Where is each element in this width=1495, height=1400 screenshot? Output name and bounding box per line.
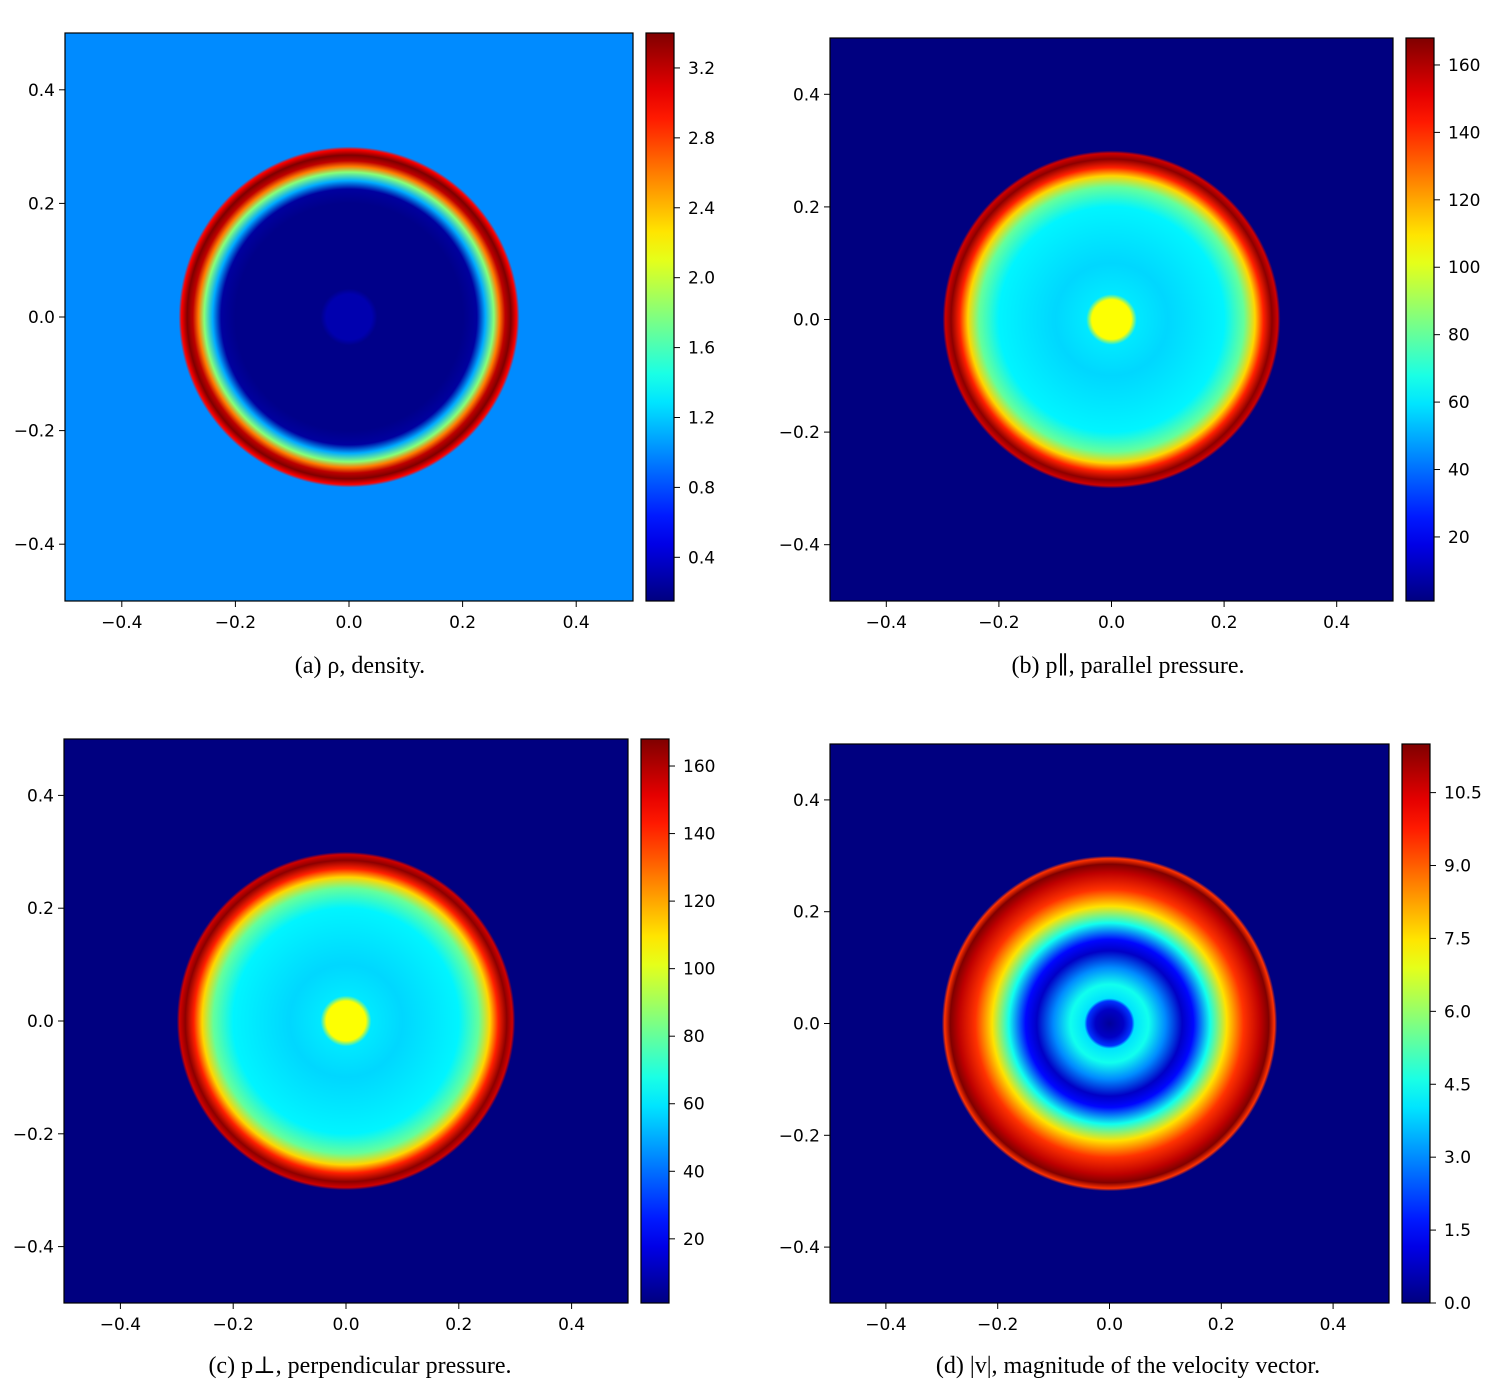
y-tick-label: 0.0	[793, 1015, 820, 1035]
colorbar	[1401, 743, 1431, 1304]
radial-field	[176, 851, 516, 1191]
x-tick-label: −0.4	[866, 613, 907, 633]
y-tick-label: −0.4	[13, 1238, 54, 1258]
colorbar-tick-label: 1.6	[688, 339, 715, 359]
y-tick-label: 0.4	[28, 81, 55, 101]
colorbar-tick-label: 60	[1448, 393, 1470, 413]
y-tick-label: 0.4	[793, 85, 820, 105]
colorbar-tick-label: 3.0	[1444, 1148, 1471, 1168]
colorbar-tick-label: 0.8	[688, 478, 715, 498]
y-tick-label: 0.4	[793, 791, 820, 811]
colorbar-tick-label: 160	[1448, 56, 1480, 76]
colorbar-tick-label: 10.5	[1444, 784, 1482, 804]
x-tick-label: 0.4	[1323, 613, 1350, 633]
colorbar-tick-label: 160	[683, 757, 715, 777]
colorbar-tick-label: 2.8	[688, 129, 715, 149]
y-tick-label: 0.2	[27, 899, 54, 919]
y-tick-label: −0.4	[14, 535, 55, 555]
x-tick-label: 0.4	[558, 1315, 585, 1335]
panel-3: −0.4 −0.2 0.0 0.2 0.4 0.4 0.2 0.0 −0.2 −0.4 20 40 60…	[13, 738, 715, 1379]
colorbar-tick-label: 2.4	[688, 199, 715, 219]
colorbar-tick-label: 60	[683, 1095, 705, 1115]
y-tick-label: −0.2	[13, 1125, 54, 1145]
colorbar-tick-label: 100	[1448, 258, 1480, 278]
x-tick-label: 0.2	[1211, 613, 1238, 633]
panel-2: −0.4 −0.2 0.0 0.2 0.4 0.4 0.2 0.0 −0.2 −0.4 20 40 60…	[779, 37, 1480, 679]
panel-caption: (c) p⊥, perpendicular pressure.	[208, 1353, 511, 1379]
y-tick-label: 0.0	[28, 308, 55, 328]
colorbar-tick-label: 140	[1448, 123, 1480, 143]
x-tick-label: 0.0	[335, 613, 362, 633]
y-tick-label: −0.2	[14, 422, 55, 442]
colorbar-tick-label: 4.5	[1444, 1075, 1471, 1095]
colorbar	[645, 32, 675, 602]
y-tick-label: 0.0	[793, 311, 820, 331]
y-tick-label: 0.0	[27, 1012, 54, 1032]
y-tick-label: 0.2	[28, 194, 55, 214]
y-tick-label: 0.2	[793, 198, 820, 218]
colorbar	[640, 738, 670, 1304]
colorbar-tick-label: 1.5	[1444, 1221, 1471, 1241]
x-tick-label: 0.0	[1096, 1315, 1123, 1335]
colorbar-tick-label: 2.0	[688, 269, 715, 289]
x-tick-label: −0.2	[977, 1315, 1018, 1335]
colorbar	[1405, 37, 1435, 602]
colorbar-tick-label: 140	[683, 825, 715, 845]
y-tick-label: −0.2	[779, 423, 820, 443]
colorbar-tick-label: 6.0	[1444, 1002, 1471, 1022]
colorbar-tick-label: 3.2	[688, 59, 715, 79]
x-tick-label: −0.2	[215, 613, 256, 633]
colorbar-tick-label: 0.0	[1444, 1294, 1471, 1314]
x-tick-label: 0.2	[449, 613, 476, 633]
x-tick-label: −0.4	[100, 1315, 141, 1335]
x-tick-label: 0.2	[445, 1315, 472, 1335]
radial-field	[942, 150, 1281, 489]
y-tick-label: −0.4	[779, 1238, 820, 1258]
panel-caption: (d) |v|, magnitude of the velocity vecto…	[936, 1353, 1320, 1379]
colorbar-tick-label: 20	[683, 1230, 705, 1250]
x-tick-label: 0.2	[1208, 1315, 1235, 1335]
x-tick-label: 0.0	[1098, 613, 1125, 633]
x-tick-label: −0.2	[213, 1315, 254, 1335]
x-tick-label: 0.0	[332, 1315, 359, 1335]
colorbar-tick-label: 120	[1448, 191, 1480, 211]
colorbar-tick-label: 80	[1448, 326, 1470, 346]
x-tick-label: −0.2	[978, 613, 1019, 633]
panel-caption: (a) ρ, density.	[295, 653, 425, 679]
colorbar-tick-label: 100	[683, 960, 715, 980]
panel-1: −0.4 −0.2 0.0 0.2 0.4 0.4 0.2 0.0 −0.2 −0.4 0.4 0.8…	[14, 32, 715, 679]
colorbar-tick-label: 7.5	[1444, 929, 1471, 949]
colorbar-tick-label: 40	[1448, 461, 1470, 481]
colorbar-tick-label: 80	[683, 1027, 705, 1047]
colorbar-tick-label: 40	[683, 1162, 705, 1182]
panel-caption: (b) p∥, parallel pressure.	[1012, 653, 1245, 679]
x-tick-label: −0.4	[101, 613, 142, 633]
colorbar-tick-label: 20	[1448, 528, 1470, 548]
x-tick-label: 0.4	[1320, 1315, 1347, 1335]
radial-field	[941, 855, 1278, 1192]
y-tick-label: −0.2	[779, 1126, 820, 1146]
x-tick-label: −0.4	[865, 1315, 906, 1335]
y-tick-label: −0.4	[779, 536, 820, 556]
colorbar-tick-label: 9.0	[1444, 857, 1471, 877]
panel-4: −0.4 −0.2 0.0 0.2 0.4 0.4 0.2 0.0 −0.2 −0.4 0.0 1.5…	[779, 743, 1482, 1379]
colorbar-tick-label: 0.4	[688, 548, 715, 568]
radial-field	[178, 146, 520, 488]
x-tick-label: 0.4	[563, 613, 590, 633]
colorbar-tick-label: 1.2	[688, 408, 715, 428]
y-tick-label: 0.4	[27, 786, 54, 806]
y-tick-label: 0.2	[793, 903, 820, 923]
colorbar-tick-label: 120	[683, 892, 715, 912]
